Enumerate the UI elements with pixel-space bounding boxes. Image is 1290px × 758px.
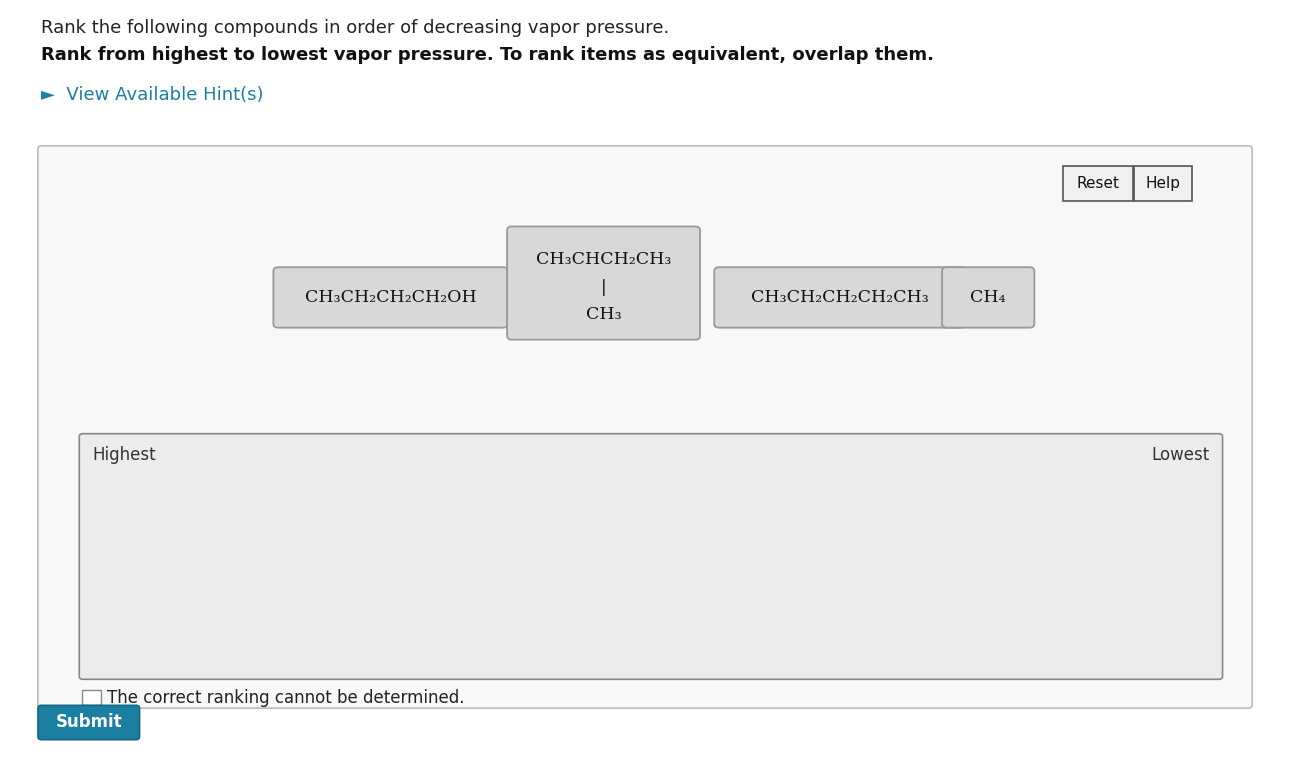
FancyBboxPatch shape: [1134, 166, 1192, 201]
Text: Lowest: Lowest: [1151, 446, 1210, 464]
Text: Highest: Highest: [93, 446, 156, 464]
Text: Help: Help: [1146, 176, 1180, 191]
Text: CH₃CH₂CH₂CH₂OH: CH₃CH₂CH₂CH₂OH: [304, 289, 476, 306]
Text: CH₃: CH₃: [586, 306, 622, 323]
Text: Reset: Reset: [1076, 176, 1120, 191]
Text: Rank from highest to lowest vapor pressure. To rank items as equivalent, overlap: Rank from highest to lowest vapor pressu…: [41, 46, 934, 64]
FancyBboxPatch shape: [79, 434, 1223, 679]
Text: CH₃CH₂CH₂CH₂CH₃: CH₃CH₂CH₂CH₂CH₃: [751, 289, 929, 306]
FancyBboxPatch shape: [81, 690, 101, 705]
Text: |: |: [601, 279, 606, 296]
FancyBboxPatch shape: [37, 705, 139, 740]
Text: The correct ranking cannot be determined.: The correct ranking cannot be determined…: [107, 688, 464, 706]
FancyBboxPatch shape: [1063, 166, 1133, 201]
FancyBboxPatch shape: [715, 268, 966, 327]
Text: CH₄: CH₄: [970, 289, 1006, 306]
FancyBboxPatch shape: [942, 268, 1035, 327]
FancyBboxPatch shape: [507, 227, 700, 340]
FancyBboxPatch shape: [273, 268, 508, 327]
Text: CH₃CHCH₂CH₃: CH₃CHCH₂CH₃: [535, 252, 671, 268]
Text: Submit: Submit: [55, 713, 123, 731]
FancyBboxPatch shape: [37, 146, 1253, 708]
Text: ►  View Available Hint(s): ► View Available Hint(s): [41, 86, 264, 105]
Text: Rank the following compounds in order of decreasing vapor pressure.: Rank the following compounds in order of…: [41, 19, 670, 37]
